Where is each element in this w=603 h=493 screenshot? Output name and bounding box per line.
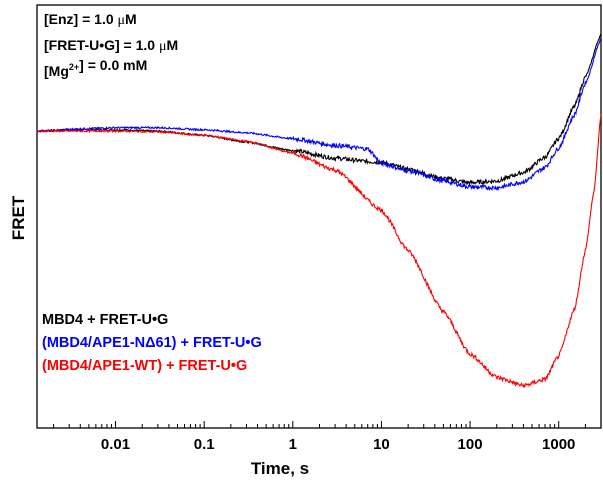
series-line-2 [36,114,602,388]
annotation-part: [FRET-U•G] = 1.0 [44,37,159,53]
annotation-block: [Enz] = 1.0 μM[FRET-U•G] = 1.0 μM[Mg2+] … [44,11,178,79]
y-axis-title: FRET [9,195,28,240]
legend: MBD4 + FRET-U•G (MBD4/APE1-NΔ61) + FRET-U… [42,312,262,374]
legend-entry-2: (MBD4/APE1-WT) + FRET-U•G [42,358,247,374]
x-axis-title: Time, s [251,459,309,478]
annotation-part: μ [118,13,126,28]
annotation-part: ] = 0.0 mM [79,57,147,73]
annotation-part: [Mg [44,63,69,79]
annotation-part: M [167,37,179,53]
x-tick-label: 1000 [542,436,575,453]
x-axis-tick-labels: 0.01 0.1 1 10 100 1000 [101,436,575,453]
annotation-part: M [125,11,137,27]
annotation-part: [Enz] = 1.0 [44,11,118,27]
annotation-enz: [Enz] = 1.0 μM [44,11,137,28]
legend-entry-1: (MBD4/APE1-NΔ61) + FRET-U•G [42,335,262,351]
x-tick-label: 100 [458,436,483,453]
x-axis-ticks [53,421,602,428]
x-tick-label: 10 [373,436,390,453]
annotation-part: 2+ [69,62,79,72]
annotation-fret: [FRET-U•G] = 1.0 μM [44,37,178,54]
x-tick-label: 0.01 [101,436,130,453]
series-line-1 [36,38,602,192]
annotation-part: μ [159,39,167,54]
x-tick-label: 0.1 [194,436,215,453]
x-tick-label: 1 [289,436,297,453]
legend-entry-0: MBD4 + FRET-U•G [42,312,168,328]
annotation-mg: [Mg2+] = 0.0 mM [44,57,147,79]
series-lines [36,33,602,388]
